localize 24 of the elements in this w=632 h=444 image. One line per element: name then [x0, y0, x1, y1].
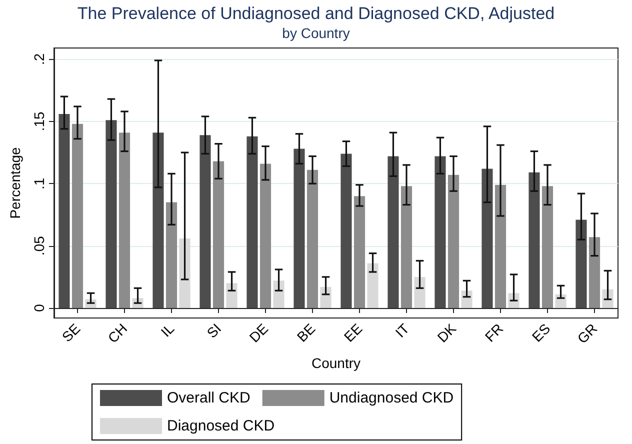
x-tick-label: SE: [58, 320, 84, 345]
x-tick-label: BE: [294, 320, 318, 345]
y-tick-label: 0: [31, 304, 47, 312]
x-tick-label: ES: [528, 320, 554, 345]
y-tick-label: .05: [31, 236, 47, 256]
chart-subtitle: by Country: [282, 25, 350, 41]
chart-title: The Prevalence of Undiagnosed and Diagnosed CKD, Adjusted: [77, 4, 555, 23]
y-tick-label: .15: [31, 111, 47, 132]
x-tick-label: IL: [158, 320, 178, 340]
legend-label: Overall CKD: [167, 390, 251, 406]
y-tick-label: .1: [31, 178, 47, 190]
x-tick-label: EE: [340, 320, 366, 345]
legend-label: Diagnosed CKD: [167, 418, 275, 434]
x-tick-label: DK: [434, 320, 460, 346]
x-tick-label: FR: [482, 320, 506, 345]
x-tick-label: CH: [104, 320, 130, 346]
x-tick-label: DE: [246, 320, 272, 346]
x-tick-label: GR: [574, 320, 600, 346]
y-tick-label: .2: [31, 53, 47, 66]
legend-label: Undiagnosed CKD: [329, 390, 454, 406]
x-tick-label: IT: [392, 320, 412, 340]
x-tick-label: SI: [203, 320, 224, 342]
y-axis-title: Percentage: [7, 146, 23, 219]
x-axis-title: Country: [311, 355, 361, 371]
